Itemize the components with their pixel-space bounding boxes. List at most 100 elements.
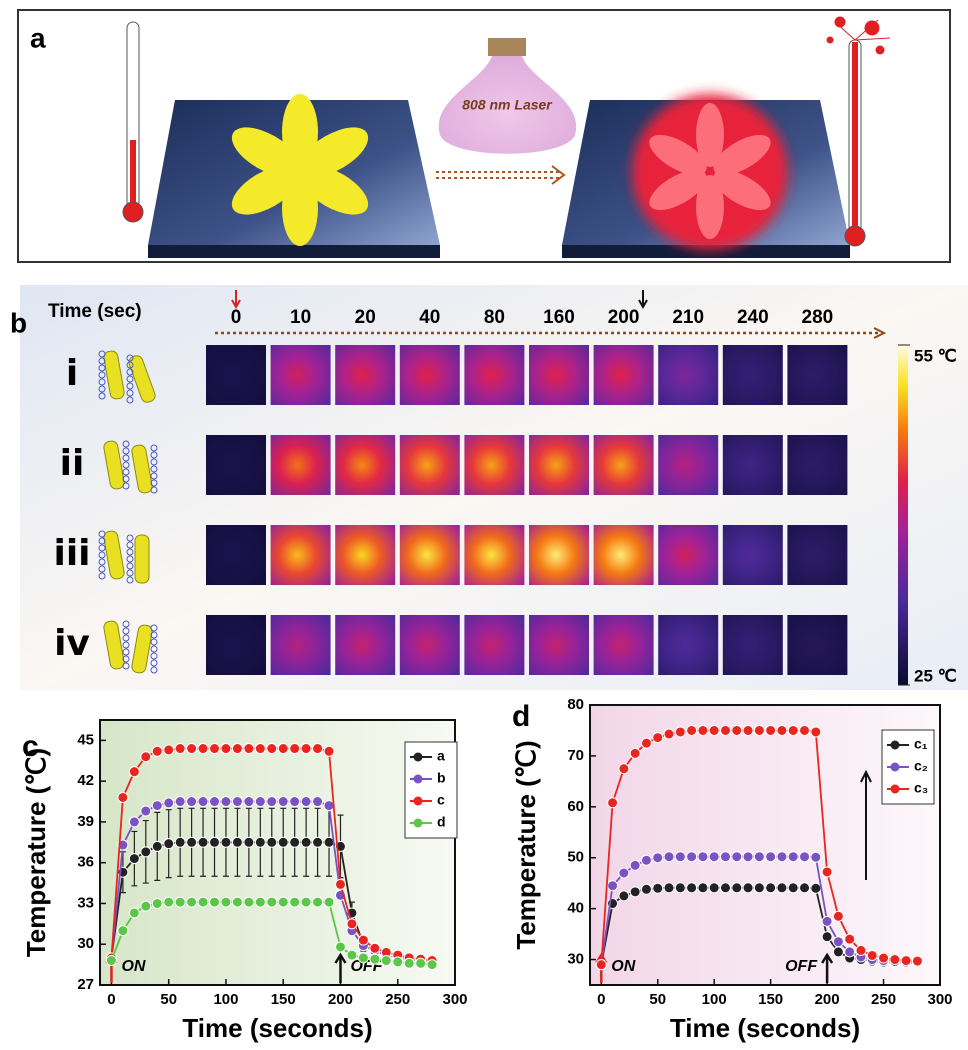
x-tick-label: 300 [927, 991, 952, 1008]
data-point [232, 744, 242, 754]
data-point [687, 725, 697, 735]
data-point [232, 797, 242, 807]
thermal-image [464, 345, 524, 405]
data-point [811, 727, 821, 737]
row-label: iv [54, 623, 90, 664]
data-point [800, 883, 810, 893]
data-point [788, 725, 798, 735]
data-point [777, 852, 787, 862]
legend-label: a [437, 748, 445, 764]
data-point [653, 733, 663, 743]
y-tick-label: 27 [77, 976, 94, 993]
data-point [335, 879, 345, 889]
time-label: 210 [672, 307, 704, 328]
legend-marker [414, 775, 423, 784]
data-point [301, 897, 311, 907]
data-point [720, 883, 730, 893]
data-point [278, 744, 288, 754]
thermal-image [529, 615, 589, 675]
data-point [164, 745, 174, 755]
data-point [210, 837, 220, 847]
on-label: ON [121, 958, 145, 975]
data-point [687, 852, 697, 862]
thermal-image [787, 345, 847, 405]
legend-label: b [437, 770, 446, 786]
data-point [833, 947, 843, 957]
data-point [198, 744, 208, 754]
data-point [393, 957, 403, 967]
thermal-image [464, 435, 524, 495]
data-point [370, 943, 380, 953]
data-point [619, 764, 629, 774]
time-label: 20 [355, 307, 376, 328]
panel-label: d [512, 700, 530, 733]
data-point [164, 839, 174, 849]
data-point [811, 883, 821, 893]
data-point [324, 746, 334, 756]
data-point [754, 883, 764, 893]
data-point [347, 919, 357, 929]
data-point [653, 883, 663, 893]
data-point [833, 911, 843, 921]
thermal-image [787, 615, 847, 675]
data-point [221, 837, 231, 847]
data-point [232, 897, 242, 907]
x-tick-label: 50 [649, 991, 666, 1008]
y-tick-label: 60 [567, 798, 584, 815]
data-point [175, 744, 185, 754]
data-point [754, 725, 764, 735]
thermal-image [787, 525, 847, 585]
data-point [890, 955, 900, 965]
thermal-image [658, 615, 718, 675]
data-point [381, 956, 391, 966]
data-point [788, 852, 798, 862]
data-point [187, 837, 197, 847]
data-point [244, 897, 254, 907]
data-point [301, 797, 311, 807]
legend-marker [414, 753, 423, 762]
time-label: 10 [290, 307, 311, 328]
data-point [800, 852, 810, 862]
data-point [777, 883, 787, 893]
data-point [641, 738, 651, 748]
data-point [675, 727, 685, 737]
x-tick-label: 0 [597, 991, 605, 1008]
thermal-image [400, 615, 460, 675]
data-point [152, 898, 162, 908]
laser-label: 808 nm Laser [462, 97, 553, 113]
data-point [152, 841, 162, 851]
data-point [608, 798, 618, 808]
thermal-image [723, 525, 783, 585]
data-point [198, 897, 208, 907]
y-tick-label: 30 [77, 935, 94, 952]
off-label: OFF [785, 958, 818, 975]
data-point [822, 932, 832, 942]
y-tick-label: 70 [567, 747, 584, 764]
thermal-image [723, 435, 783, 495]
data-point [129, 908, 139, 918]
data-point [221, 797, 231, 807]
thermal-image [400, 525, 460, 585]
data-point [766, 852, 776, 862]
legend-label: c [437, 792, 445, 808]
thermal-image [335, 435, 395, 495]
x-tick-label: 200 [815, 991, 840, 1008]
data-point [732, 725, 742, 735]
thermal-image [271, 525, 331, 585]
data-point [187, 744, 197, 754]
thermal-image [787, 435, 847, 495]
y-tick-label: 80 [567, 696, 584, 713]
legend-label: c₂ [914, 758, 928, 774]
data-point [210, 897, 220, 907]
data-point [732, 883, 742, 893]
data-point [879, 953, 889, 963]
legend-marker [891, 741, 900, 750]
x-axis-title: Time (seconds) [670, 1013, 860, 1043]
data-point [335, 942, 345, 952]
thermal-image [206, 525, 266, 585]
data-point [141, 901, 151, 911]
legend-label: c₁ [914, 736, 928, 752]
thermal-image [594, 525, 654, 585]
time-label: 160 [543, 307, 575, 328]
x-tick-label: 0 [107, 991, 115, 1008]
